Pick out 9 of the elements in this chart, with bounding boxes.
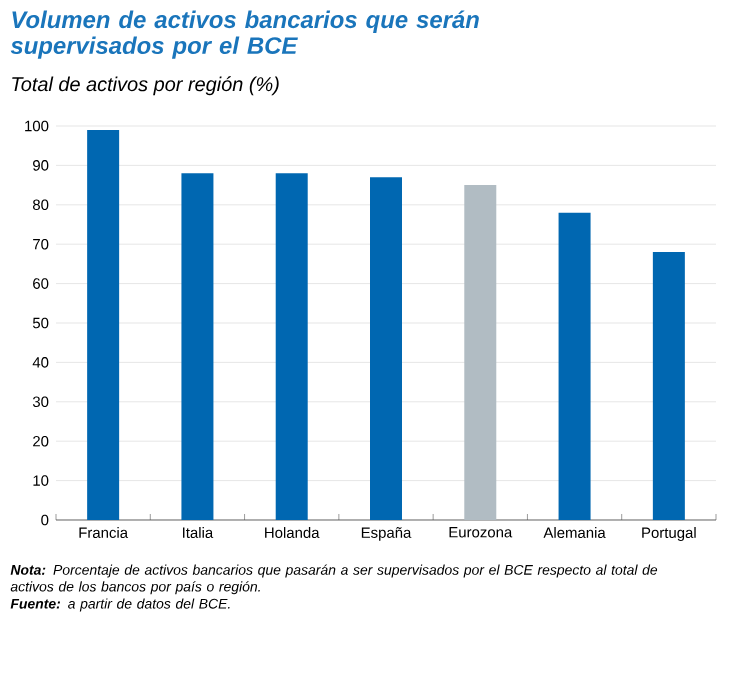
bar [87,129,120,520]
bar [275,173,308,520]
bar [370,177,402,520]
bar [652,252,685,520]
bar [181,173,214,520]
bar [558,212,591,520]
chart-title: Volumen de activos bancarios que serán supervisados por el BCE [10,10,479,59]
bar [464,185,497,520]
chart-subtitle: Total de activos por región (%) [12,76,279,96]
